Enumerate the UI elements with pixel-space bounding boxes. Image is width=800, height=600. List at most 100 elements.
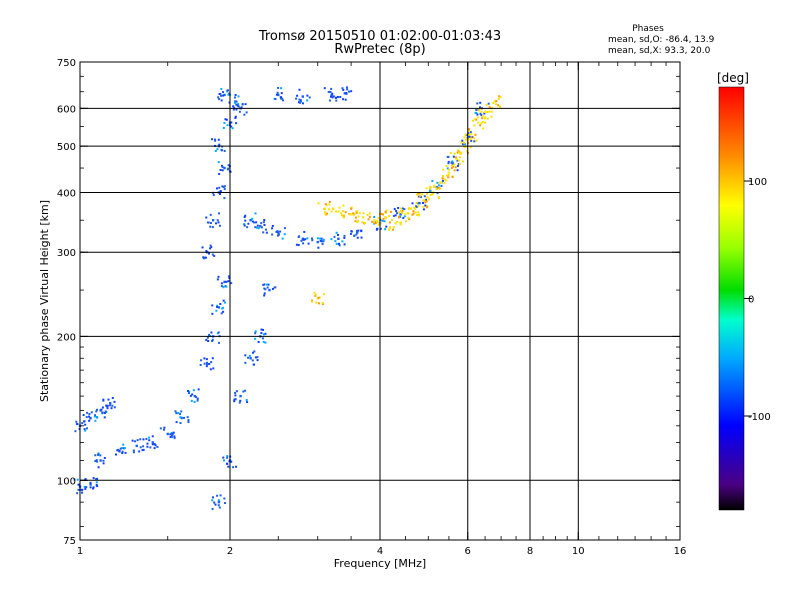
data-point (317, 246, 320, 249)
data-point (314, 293, 317, 296)
data-point (236, 104, 239, 107)
data-point (452, 165, 455, 168)
data-point (296, 94, 299, 97)
data-point (425, 187, 428, 190)
data-point (188, 390, 191, 393)
data-point (254, 226, 257, 229)
data-point (217, 500, 221, 504)
data-point (295, 243, 298, 246)
data-point (216, 219, 219, 222)
data-point (415, 213, 418, 216)
data-point (219, 303, 222, 306)
data-point (456, 159, 459, 162)
data-point (392, 228, 395, 231)
data-point (431, 193, 434, 196)
data-point (121, 450, 124, 453)
data-point (102, 462, 105, 465)
data-point (481, 117, 484, 120)
data-point (458, 156, 461, 159)
data-point (232, 105, 235, 108)
data-point (311, 300, 314, 303)
data-point (342, 204, 345, 207)
data-point (208, 362, 211, 365)
data-point (280, 92, 283, 95)
data-point (163, 426, 166, 429)
data-point (153, 447, 156, 450)
data-point (395, 210, 398, 213)
data-point (498, 95, 501, 98)
data-point (328, 208, 331, 211)
data-point (315, 301, 318, 304)
data-point (470, 136, 473, 139)
data-point (221, 165, 224, 168)
data-point (469, 138, 472, 141)
data-point (440, 184, 443, 187)
x-tick-label: 10 (572, 546, 585, 557)
data-point (103, 412, 106, 415)
data-point (233, 101, 236, 104)
data-point (211, 304, 214, 307)
data-point (193, 394, 197, 398)
data-point (409, 207, 412, 210)
data-point (437, 196, 440, 199)
data-point (195, 396, 198, 399)
data-point (211, 138, 214, 141)
data-point (480, 122, 483, 125)
data-point (349, 232, 352, 235)
data-point (331, 207, 334, 210)
data-point (221, 164, 224, 167)
data-point (311, 239, 314, 242)
data-point (335, 99, 338, 102)
data-point (484, 116, 487, 119)
data-point (219, 168, 222, 171)
data-point (343, 243, 346, 246)
data-point (211, 507, 214, 510)
data-point (211, 338, 214, 341)
data-point (223, 459, 226, 462)
data-point (209, 247, 212, 250)
data-point (217, 138, 220, 141)
data-point (388, 214, 391, 217)
data-point (456, 151, 459, 154)
data-point (385, 209, 388, 212)
data-point (479, 124, 482, 127)
data-point (217, 161, 220, 164)
data-point (346, 88, 349, 91)
data-point (191, 393, 194, 396)
data-point (396, 212, 399, 215)
data-point (263, 223, 266, 226)
colorbar-ticks: 100 0 -100 (744, 177, 771, 423)
data-point (464, 143, 467, 146)
data-point (211, 496, 214, 499)
data-point (111, 404, 114, 407)
data-point (319, 239, 322, 242)
data-point (196, 399, 199, 402)
data-point (193, 400, 196, 403)
data-point (479, 112, 482, 115)
data-point (216, 148, 219, 151)
data-point (222, 310, 225, 313)
data-point (335, 210, 338, 213)
data-point (211, 357, 214, 360)
data-point (230, 121, 233, 124)
data-point (123, 447, 126, 450)
data-point (499, 95, 502, 98)
data-point (256, 226, 259, 229)
data-point (361, 221, 364, 224)
data-point (235, 122, 238, 125)
data-point (81, 488, 84, 491)
data-point (235, 465, 238, 468)
data-point (262, 333, 265, 336)
data-point (468, 135, 471, 138)
data-point (102, 398, 105, 401)
data-point (222, 185, 225, 188)
data-point (214, 503, 217, 506)
data-point (264, 341, 267, 344)
data-point (453, 169, 456, 172)
data-point (399, 223, 402, 226)
data-point (254, 337, 257, 340)
data-point (271, 227, 274, 230)
data-point (212, 367, 215, 370)
data-point (322, 238, 325, 241)
data-point (142, 438, 145, 441)
